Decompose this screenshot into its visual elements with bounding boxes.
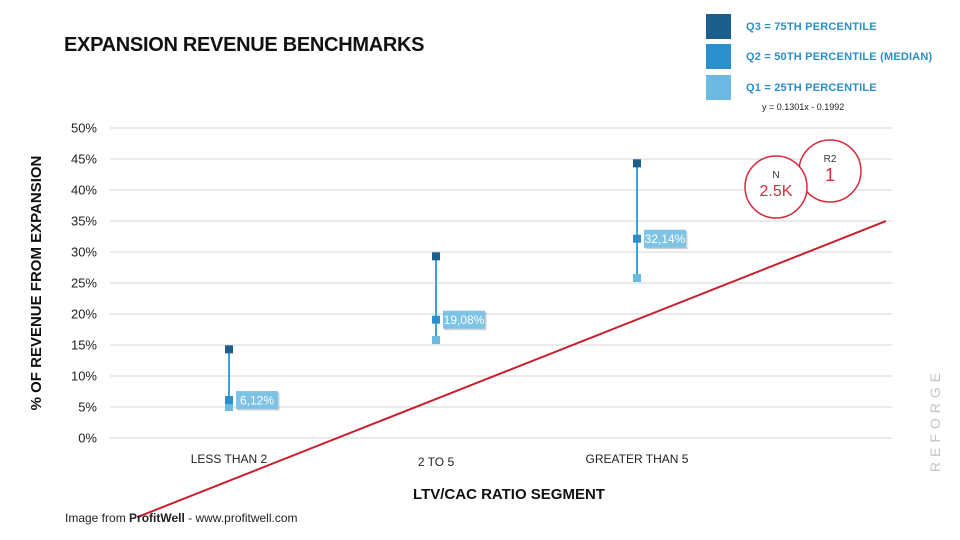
source-prefix: Image from bbox=[65, 511, 130, 525]
x-tick-label: LESS THAN 2 bbox=[191, 452, 268, 466]
q2-marker bbox=[633, 234, 641, 243]
q1-marker bbox=[225, 403, 233, 411]
x-axis-title: LTV/CAC RATIO SEGMENT bbox=[413, 486, 605, 503]
y-tick-label: 25% bbox=[71, 276, 97, 291]
y-tick-label: 35% bbox=[71, 214, 97, 229]
median-label-box bbox=[644, 229, 686, 248]
watermark-text: REFORGE bbox=[927, 367, 944, 473]
r2-label: R2 bbox=[824, 154, 837, 165]
legend-swatch-q2 bbox=[706, 44, 731, 69]
y-tick-label: 10% bbox=[71, 369, 97, 384]
q2-marker bbox=[225, 396, 233, 405]
q3-marker bbox=[432, 252, 440, 261]
r2-value: 1 bbox=[825, 165, 835, 185]
n-circle bbox=[744, 155, 808, 219]
median-label-box bbox=[443, 310, 485, 329]
legend-item-q2: Q2 = 50TH PERCENTILE (MEDIAN) bbox=[706, 44, 932, 69]
legend-label-q3: Q3 = 75TH PERCENTILE bbox=[746, 20, 877, 33]
legend-label-q2: Q2 = 50TH PERCENTILE (MEDIAN) bbox=[746, 50, 933, 63]
chart-title: EXPANSION REVENUE BENCHMARKS bbox=[64, 34, 425, 56]
y-tick-label: 30% bbox=[71, 245, 97, 260]
source-brand: ProfitWell bbox=[129, 511, 185, 525]
reforge-watermark: REFORGE bbox=[920, 360, 950, 480]
y-tick-label: 45% bbox=[71, 152, 97, 167]
y-tick-label: 15% bbox=[71, 338, 97, 353]
legend-label-q1: Q1 = 25TH PERCENTILE bbox=[746, 81, 877, 94]
q2-marker bbox=[432, 315, 440, 324]
y-axis-title: % OF REVENUE FROM EXPANSION bbox=[28, 156, 45, 411]
q3-marker bbox=[633, 159, 641, 168]
legend-swatch-q1 bbox=[706, 75, 731, 100]
legend-item-q1: Q1 = 25TH PERCENTILE bbox=[706, 75, 877, 100]
trendline bbox=[136, 220, 887, 519]
trendline-equation: y = 0.1301x - 0.1992 bbox=[762, 102, 845, 112]
q3-marker bbox=[225, 345, 233, 354]
q1-marker bbox=[633, 274, 641, 283]
y-tick-label: 40% bbox=[71, 183, 97, 198]
median-label: 6,12% bbox=[240, 394, 274, 408]
n-label: N bbox=[772, 170, 779, 181]
legend-item-q3: Q3 = 75TH PERCENTILE bbox=[706, 14, 877, 39]
legend-swatch-q3 bbox=[706, 14, 731, 39]
source-suffix: - www.profitwell.com bbox=[184, 511, 298, 525]
x-tick-label: GREATER THAN 5 bbox=[586, 452, 689, 466]
x-tick-label: 2 TO 5 bbox=[418, 455, 455, 469]
y-tick-label: 0% bbox=[78, 431, 97, 446]
y-tick-label: 5% bbox=[78, 400, 97, 415]
y-tick-label: 50% bbox=[71, 121, 97, 136]
median-label: 32,14% bbox=[645, 232, 686, 246]
n-value: 2.5K bbox=[760, 183, 793, 200]
median-label: 19,08% bbox=[444, 313, 485, 327]
median-label-box bbox=[236, 391, 278, 410]
q1-marker bbox=[432, 336, 440, 345]
y-tick-label: 20% bbox=[71, 307, 97, 322]
source-credit: Image from ProfitWell - www.profitwell.c… bbox=[65, 511, 298, 525]
